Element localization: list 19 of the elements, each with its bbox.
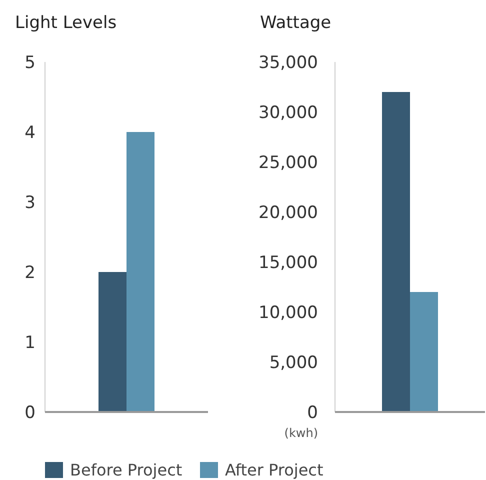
y-tick-label: 20,000 [258,202,318,223]
y-tick-label: 15,000 [258,252,318,273]
y-axis-title: (kwh) [284,426,318,440]
y-tick-label: 10,000 [258,302,318,323]
y-tick-label: 25,000 [258,152,318,173]
legend-label: After Project [225,460,324,480]
chart-title: Wattage [260,13,332,33]
y-tick-label: 4 [24,122,36,143]
y-tick-label: 30,000 [258,102,318,123]
y-tick-label: 2 [24,262,36,283]
chart-title: Light Levels [15,13,117,33]
y-tick-label: 35,000 [258,52,318,73]
y-tick-label: 0 [24,402,36,423]
y-tick-label: 1 [24,332,36,353]
y-tick-label: 3 [24,192,36,213]
y-tick-label: 0 [307,402,318,423]
legend-label: Before Project [70,460,182,480]
y-tick-label: 5,000 [269,352,318,373]
y-tick-label: 5 [24,52,36,73]
